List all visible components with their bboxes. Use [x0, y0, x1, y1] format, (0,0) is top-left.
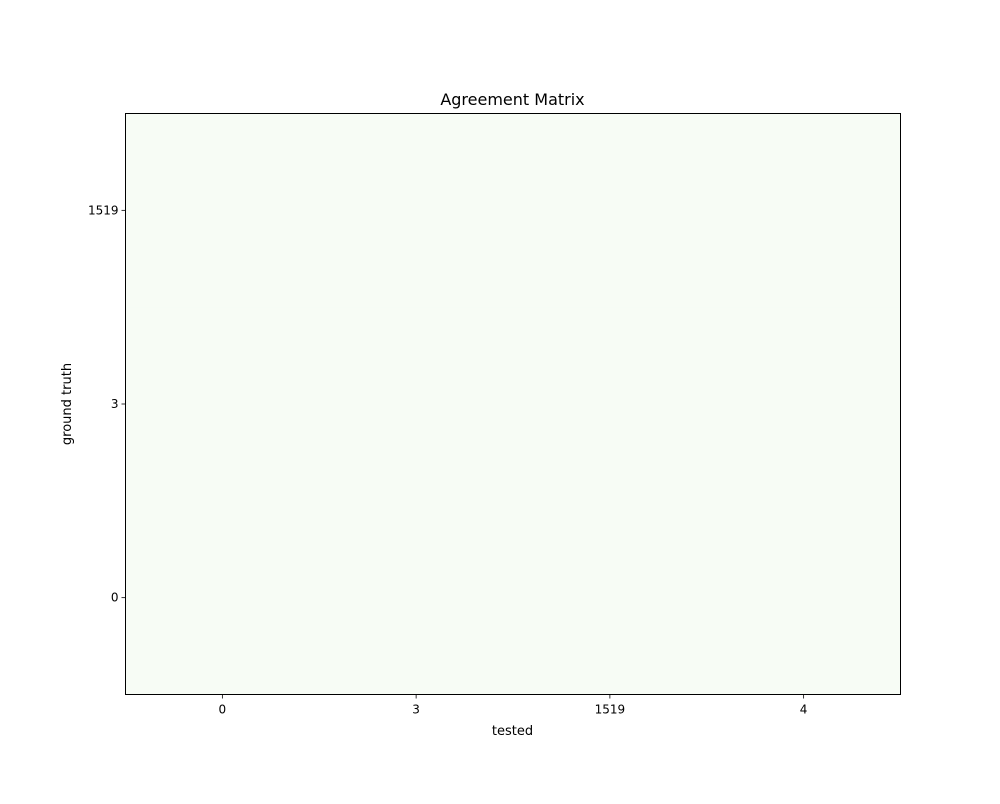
y-tick-label: 3: [111, 397, 119, 411]
heatmap-cell: [706, 113, 901, 308]
y-tick-label: 1519: [88, 203, 119, 217]
heatmap-cell: [513, 113, 708, 308]
chart-title: Agreement Matrix: [440, 90, 584, 109]
y-axis-label: ground truth: [60, 363, 75, 445]
x-tick-label: 4: [800, 703, 808, 717]
heatmap-cell: [125, 307, 320, 502]
heatmap-cell: [706, 307, 901, 502]
heatmap-cell: [513, 500, 708, 695]
x-axis-label: tested: [492, 724, 533, 739]
heatmap-cell: [319, 113, 514, 308]
heatmap-cell: [706, 500, 901, 695]
y-axis-ticks: 0 3 1519: [88, 203, 126, 605]
heatmap-cell: [319, 500, 514, 695]
heatmap-cell: [513, 307, 708, 502]
heatmap-cells: [125, 113, 901, 695]
heatmap-cell: [125, 113, 320, 308]
x-tick-label: 0: [219, 703, 227, 717]
x-axis-ticks: 0 3 1519 4: [219, 694, 808, 717]
heatmap-cell: [319, 307, 514, 502]
x-tick-label: 1519: [595, 703, 626, 717]
heatmap-cell: [125, 500, 320, 695]
x-tick-label: 3: [412, 703, 420, 717]
y-tick-label: 0: [111, 591, 119, 605]
